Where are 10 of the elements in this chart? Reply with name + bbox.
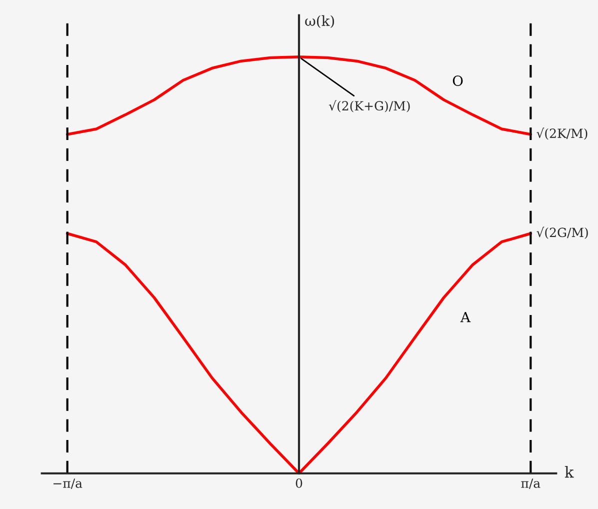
series-label: A <box>460 312 471 322</box>
y-axis-title: ω(k) <box>305 15 334 28</box>
x-tick-label: π/a <box>521 478 540 489</box>
x-tick-label: 0 <box>296 478 302 488</box>
annotation: √(2K/M) <box>536 128 588 140</box>
x-tick-label: −π/a <box>53 478 82 489</box>
annotation: √(2(K+G)/M) <box>328 100 410 112</box>
annotation: √(2G/M) <box>536 226 588 239</box>
series-label: O <box>452 76 463 86</box>
x-axis-title: k <box>564 466 574 478</box>
